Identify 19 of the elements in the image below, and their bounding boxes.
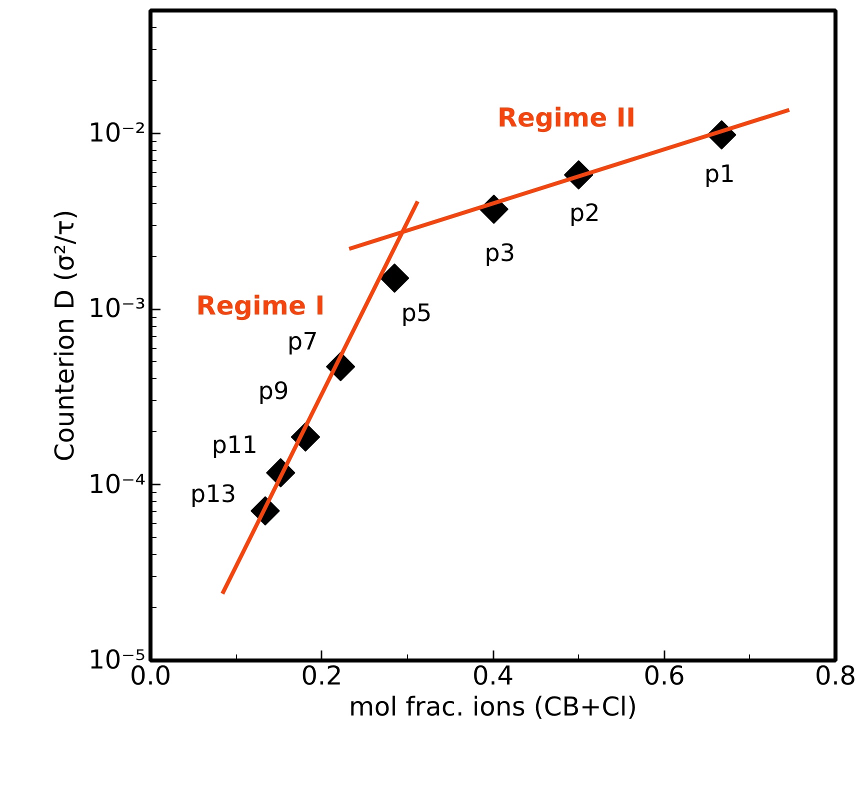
y-tick-label: 10⁻⁴ bbox=[88, 470, 146, 500]
annotation: p11 bbox=[212, 430, 258, 459]
y-tick-label: 10⁻² bbox=[88, 118, 146, 148]
annotation: p5 bbox=[401, 299, 432, 328]
annotation: p9 bbox=[258, 377, 289, 406]
annotation: Regime I bbox=[196, 292, 325, 322]
annotation: p3 bbox=[484, 239, 516, 268]
x-tick-label: 0.8 bbox=[814, 662, 856, 692]
x-tick-label: 0.2 bbox=[301, 662, 342, 692]
y-axis-title: Counterion D (σ²/τ) bbox=[50, 210, 80, 462]
y-tick-label: 10⁻³ bbox=[88, 294, 146, 324]
x-tick-label: 0.4 bbox=[472, 662, 514, 692]
annotation: p13 bbox=[190, 480, 236, 508]
x-axis-title: mol frac. ions (CB+Cl) bbox=[348, 692, 638, 722]
annotation: p2 bbox=[569, 198, 600, 227]
annotation: Regime II bbox=[497, 104, 636, 134]
annotation: p1 bbox=[704, 160, 735, 188]
x-tick-label: 0.6 bbox=[644, 662, 685, 692]
annotation: p7 bbox=[287, 328, 318, 356]
